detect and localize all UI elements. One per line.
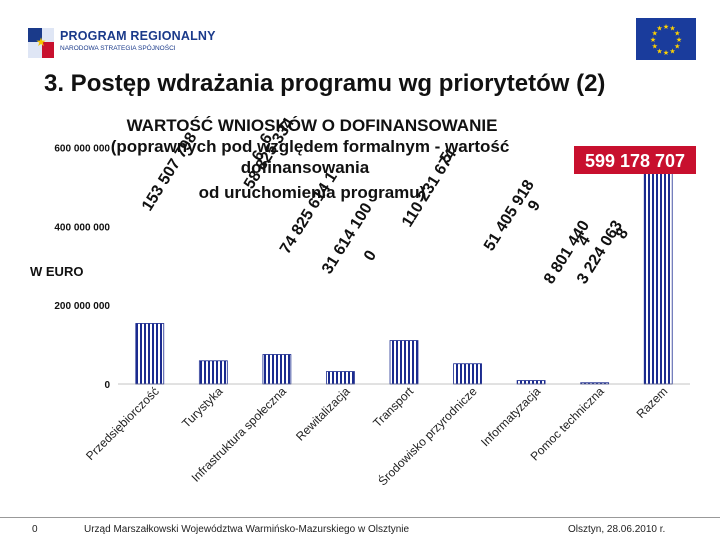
x-tick-label: Przedsiębiorczość [83,384,162,463]
footer-place-date: Olsztyn, 28.06.2010 r. [568,524,666,535]
svg-text:★: ★ [36,35,47,49]
eu-star-icon: ★ [669,47,675,55]
y-tick-label: 400 000 000 [54,222,110,233]
data-label-fragment: 9 [525,197,544,214]
y-axis-label: W EURO [30,264,83,279]
slide-title: 3. Postęp wdrażania programu wg prioryte… [44,70,606,97]
bar-7 [516,380,546,385]
y-tick-label: 200 000 000 [54,301,110,312]
eu-star-icon: ★ [663,49,669,57]
bar-5 [389,340,419,385]
y-tick-label: 0 [104,380,110,391]
bar-9 [643,147,673,385]
eu-star-icon: ★ [652,43,658,51]
eu-flag-icon: ★ ★ ★ ★ ★ ★ ★ ★ ★ ★ ★ ★ [636,18,696,60]
bar-3 [262,354,292,385]
x-tick-label: Razem [634,384,671,421]
eu-star-icon: ★ [674,43,680,51]
chart-title-line: od uruchomienia programu) [199,183,426,202]
bar-4 [326,371,355,385]
chart-title-line: dofinansowania [241,158,370,177]
program-regionalny-logo: ★ [26,24,56,62]
chart-title-line: (poprawnych pod względem formalnym - war… [111,137,510,156]
eu-star-icon: ★ [652,30,658,38]
logo-title: PROGRAM REGIONALNY [60,29,216,43]
x-tick-label: Rewitalizacja [293,384,353,444]
data-label: 51 405 918 [481,177,538,254]
x-tick-label: Transport [370,384,416,430]
eu-star-icon: ★ [669,25,675,33]
eu-star-icon: ★ [650,36,656,44]
eu-star-icon: ★ [676,36,682,44]
footer-organization: Urząd Marszałkowski Województwa Warmińsk… [84,524,410,535]
bar-2 [198,360,228,385]
eu-star-icon: ★ [663,23,669,31]
eu-star-icon: ★ [674,30,680,38]
eu-star-icon: ★ [656,47,662,55]
eu-star-icon: ★ [656,25,662,33]
bar-6 [453,363,482,385]
data-label-fragment: 0 [361,247,380,264]
total-value-box [574,146,696,174]
x-tick-label: Informatyzacja [478,384,543,449]
page-number: 0 [32,524,38,535]
x-tick-label: Turystyka [179,384,226,431]
chart-title-line: WARTOŚĆ WNIOSKÓW O DOFINANSOWANIE [127,116,498,135]
footer-divider [0,517,720,518]
bar-1 [135,323,165,385]
logo-subtitle: NARODOWA STRATEGIA SPÓJNOŚCI [60,45,176,52]
data-label: 31 614 100 [319,200,376,277]
y-tick-label: 600 000 000 [54,143,110,154]
data-label-total: 599 178 707 [585,151,685,171]
